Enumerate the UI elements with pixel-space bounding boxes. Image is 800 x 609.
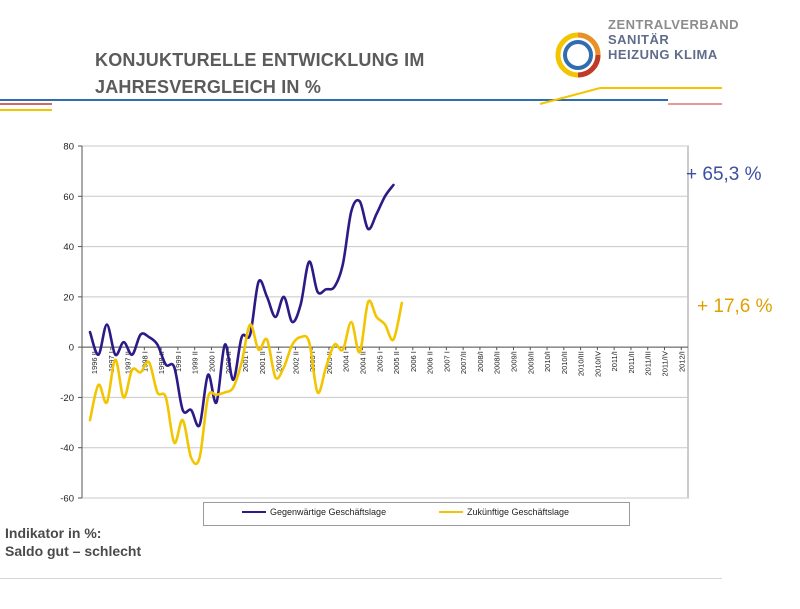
- legend-item-current: Gegenwärtige Geschäftslage: [242, 507, 386, 517]
- indicator-note: Indikator in %: Saldo gut – schlecht: [5, 524, 141, 560]
- series-line-future: [88, 299, 404, 466]
- x-tick-label: 2008/I: [476, 351, 485, 372]
- logo-line-1: ZENTRALVERBAND: [608, 17, 739, 32]
- page-title: KONJUKTURELLE ENTWICKLUNG IM JAHRESVERGL…: [95, 47, 495, 101]
- title-line-1: KONJUKTURELLE ENTWICKLUNG IM: [95, 50, 425, 70]
- x-tick-label: 1999 II: [191, 351, 200, 374]
- x-tick-label: 2001 I: [241, 351, 250, 372]
- legend-item-future: Zukünftige Geschäftslage: [439, 507, 569, 517]
- x-tick-label: 2006 I: [409, 351, 418, 372]
- y-tick-label: 0: [69, 343, 74, 354]
- x-tick-label: 2010/III: [577, 351, 586, 376]
- y-tick-label: 80: [63, 142, 74, 153]
- x-tick-label: 2010/II: [560, 351, 569, 374]
- zvshk-ring-logo-icon: [555, 32, 601, 78]
- x-tick-label: 2011/II: [627, 351, 636, 373]
- indicator-line-2: Saldo gut – schlecht: [5, 543, 142, 559]
- legend-swatch-current: [242, 511, 266, 513]
- annotation-current: + 65,3 %: [686, 164, 762, 185]
- y-tick-label: 60: [63, 192, 74, 203]
- x-tick-label: 2009/II: [526, 351, 535, 374]
- x-tick-label: 2007 I: [442, 351, 451, 372]
- x-tick-label: 2012/I: [677, 351, 686, 372]
- legend-swatch-future: [439, 511, 463, 513]
- x-tick-label: 1998 II: [157, 351, 166, 374]
- x-tick-label: 1996 II: [90, 351, 99, 374]
- header-rules: [0, 87, 722, 111]
- x-tick-label: 2009/I: [509, 351, 518, 372]
- x-tick-label: 1998 I: [140, 351, 149, 372]
- x-tick-label: 2001 II: [258, 351, 267, 374]
- logo-line-2: SANITÄR: [608, 32, 670, 47]
- x-tick-label: 2011/IV: [661, 351, 670, 376]
- y-tick-label: -20: [60, 393, 74, 404]
- x-tick-label: 1997 II: [124, 351, 133, 374]
- series-line-current: [88, 183, 395, 428]
- x-tick-label: 2002 II: [291, 351, 300, 374]
- y-tick-label: 20: [63, 292, 74, 303]
- x-tick-label: 2005 II: [392, 351, 401, 374]
- logo-text: ZENTRALVERBAND SANITÄR HEIZUNG KLIMA: [608, 17, 739, 62]
- x-tick-label: 2004 I: [342, 351, 351, 372]
- indicator-line-1: Indikator in %:: [5, 525, 102, 541]
- annotation-future: + 17,6 %: [697, 296, 773, 317]
- x-tick-label: 2005 I: [375, 351, 384, 372]
- title-line-2: JAHRESVERGLEICH IN %: [95, 77, 322, 97]
- logo-line-3: HEIZUNG KLIMA: [608, 47, 718, 62]
- chart-legend: Gegenwärtige Geschäftslage Zukünftige Ge…: [203, 502, 630, 526]
- x-tick-label: 1997 I: [107, 351, 116, 372]
- y-tick-label: 40: [63, 242, 74, 253]
- x-tick-label: 2010/IV: [593, 351, 602, 377]
- x-tick-label: 2004 II: [358, 351, 367, 374]
- x-tick-label: 2008/II: [493, 351, 502, 374]
- y-tick-label: -40: [60, 443, 74, 454]
- footer-rule: [0, 578, 722, 579]
- legend-label-current: Gegenwärtige Geschäftslage: [270, 507, 387, 517]
- x-tick-label: 2011/I: [610, 351, 619, 371]
- y-tick-label: -60: [60, 494, 74, 505]
- x-tick-label: 2007/II: [459, 351, 468, 374]
- x-tick-label: 2002 I: [275, 351, 284, 372]
- x-tick-label: 1999 I: [174, 351, 183, 372]
- x-tick-label: 2011/III: [644, 351, 653, 375]
- legend-label-future: Zukünftige Geschäftslage: [467, 507, 570, 517]
- x-tick-label: 2003 II: [325, 351, 334, 374]
- x-tick-label: 2006 II: [426, 351, 435, 374]
- x-tick-label: 2010/I: [543, 351, 552, 372]
- x-tick-label: 2000 I: [207, 351, 216, 372]
